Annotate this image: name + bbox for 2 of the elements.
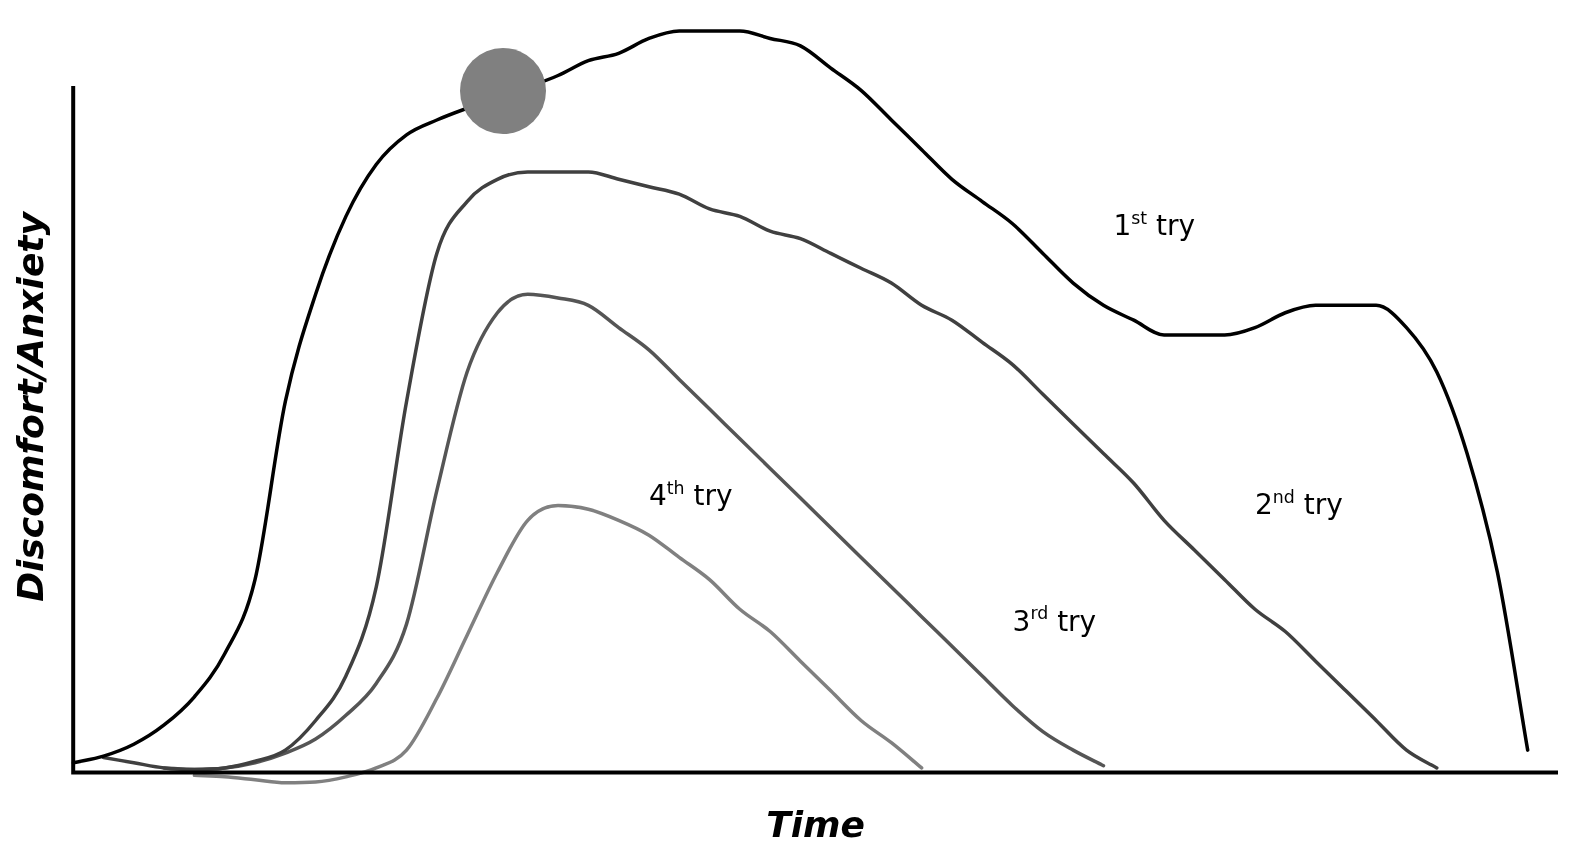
x-axis-title: Time	[766, 803, 866, 845]
y-axis-title: Discomfort/Anxiety	[9, 210, 51, 602]
